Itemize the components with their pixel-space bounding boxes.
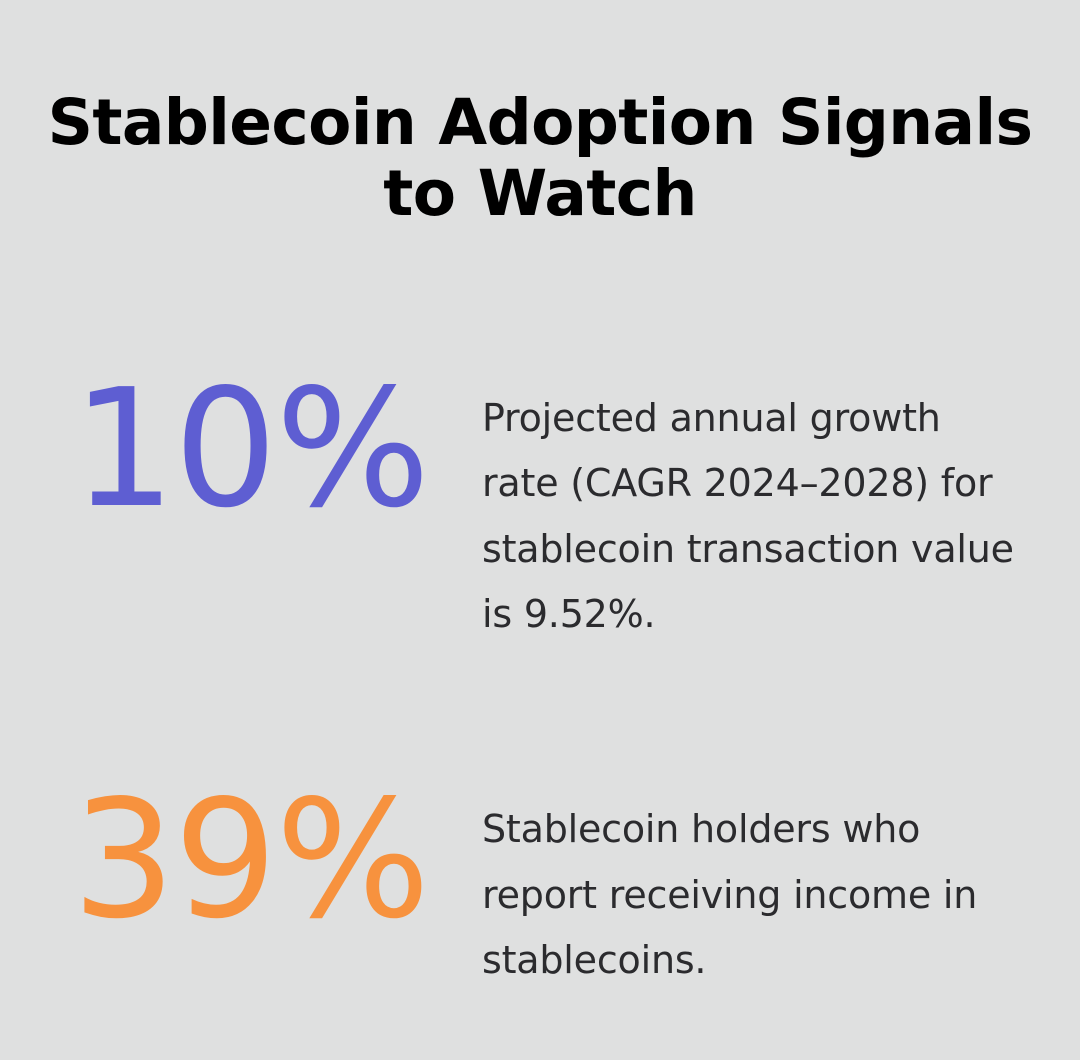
- stat-row-secondary: 39% Stablecoin holders who report receiv…: [0, 779, 1080, 993]
- stat-description-primary: Projected annual growth rate (CAGR 2024–…: [482, 396, 1014, 637]
- stat-value-secondary: 39%: [72, 766, 430, 956]
- page-title: Stablecoin Adoption Signals to Watch: [47, 86, 1033, 230]
- stat-description-cell-primary: Projected annual growth rate (CAGR 2024–…: [482, 368, 1080, 647]
- title-block: Stablecoin Adoption Signals to Watch: [40, 86, 1040, 230]
- stat-value-cell-secondary: 39%: [0, 779, 482, 942]
- stat-description-secondary: Stablecoin holders who report receiving …: [482, 807, 978, 983]
- stats-list: 10% Projected annual growth rate (CAGR 2…: [0, 368, 1080, 994]
- stat-row-primary: 10% Projected annual growth rate (CAGR 2…: [0, 368, 1080, 647]
- stat-value-primary: 10%: [72, 355, 430, 544]
- stat-value-cell-primary: 10%: [0, 368, 482, 531]
- stat-row-spacer: [0, 667, 1080, 779]
- stat-description-cell-secondary: Stablecoin holders who report receiving …: [482, 779, 1080, 993]
